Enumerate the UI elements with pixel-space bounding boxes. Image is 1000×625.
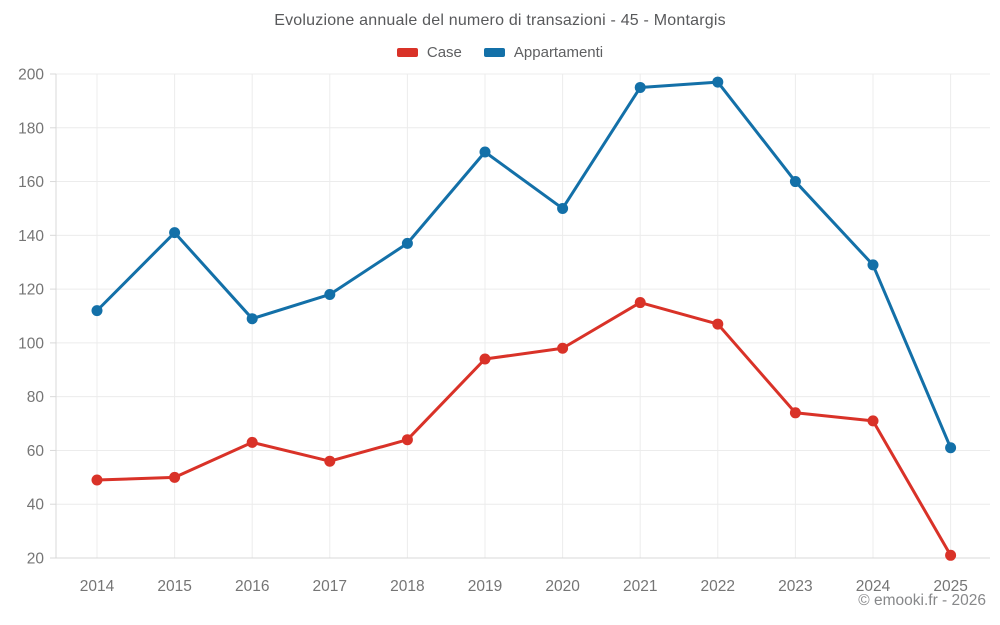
data-point-case-2020[interactable] — [557, 342, 569, 354]
data-point-case-2014[interactable] — [91, 474, 103, 486]
x-tick-label-2021: 2021 — [623, 578, 657, 595]
data-point-appartamenti-2023[interactable] — [789, 176, 801, 188]
data-point-case-2024[interactable] — [867, 415, 879, 427]
data-point-case-2022[interactable] — [712, 318, 724, 330]
data-point-appartamenti-2021[interactable] — [634, 81, 646, 93]
y-tick-label-140: 140 — [18, 228, 44, 245]
y-tick-label-120: 120 — [18, 282, 44, 299]
y-tick-label-180: 180 — [18, 120, 44, 137]
data-point-case-2021[interactable] — [634, 297, 646, 309]
data-point-appartamenti-2017[interactable] — [324, 288, 336, 300]
legend-swatch-icon — [483, 48, 505, 57]
footer-credit: © emooki.fr - 2026 — [858, 592, 986, 609]
data-point-case-2019[interactable] — [479, 353, 491, 365]
x-tick-label-2022: 2022 — [701, 578, 735, 595]
data-point-appartamenti-2022[interactable] — [712, 76, 724, 88]
legend-swatch-icon — [396, 48, 418, 57]
data-point-case-2018[interactable] — [401, 434, 413, 446]
data-point-case-2015[interactable] — [169, 471, 181, 483]
x-tick-label-2017: 2017 — [313, 578, 347, 595]
legend-label: Case — [426, 44, 462, 61]
x-tick-label-2019: 2019 — [468, 578, 502, 595]
y-tick-label-40: 40 — [27, 497, 45, 514]
y-tick-label-20: 20 — [27, 551, 45, 568]
data-point-appartamenti-2015[interactable] — [169, 227, 181, 239]
x-tick-label-2020: 2020 — [545, 578, 580, 595]
y-tick-label-60: 60 — [27, 443, 45, 460]
data-point-appartamenti-2025[interactable] — [945, 442, 957, 454]
y-tick-label-80: 80 — [27, 389, 45, 406]
data-point-appartamenti-2018[interactable] — [401, 237, 413, 249]
data-point-appartamenti-2016[interactable] — [246, 313, 258, 325]
x-tick-label-2024: 2024 — [856, 578, 891, 595]
series-line-appartamenti — [95, 80, 953, 450]
data-point-case-2023[interactable] — [789, 407, 801, 419]
x-tick-label-2016: 2016 — [235, 578, 269, 595]
series-line-case — [95, 301, 953, 557]
legend-item-appartamenti[interactable]: Appartamenti — [483, 44, 604, 61]
y-tick-label-100: 100 — [18, 335, 44, 352]
x-tick-label-2014: 2014 — [80, 578, 115, 595]
x-tick-label-2018: 2018 — [390, 578, 424, 595]
legend-label: Appartamenti — [513, 44, 604, 61]
legend-item-case[interactable]: Case — [396, 44, 462, 61]
y-tick-label-160: 160 — [18, 174, 44, 191]
x-tick-label-2025: 2025 — [933, 578, 967, 595]
data-point-appartamenti-2019[interactable] — [479, 146, 491, 158]
data-point-case-2016[interactable] — [246, 436, 258, 448]
chart-legend: Case Appartamenti — [0, 44, 1000, 61]
data-point-case-2025[interactable] — [945, 549, 957, 561]
data-point-case-2017[interactable] — [324, 455, 336, 467]
data-point-appartamenti-2020[interactable] — [557, 202, 569, 214]
x-tick-label-2015: 2015 — [157, 578, 191, 595]
x-tick-label-2023: 2023 — [778, 578, 812, 595]
chart-title: Evoluzione annuale del numero di transaz… — [274, 12, 726, 29]
data-point-appartamenti-2014[interactable] — [91, 305, 103, 317]
data-point-appartamenti-2024[interactable] — [867, 259, 879, 271]
y-tick-label-200: 200 — [18, 67, 44, 84]
